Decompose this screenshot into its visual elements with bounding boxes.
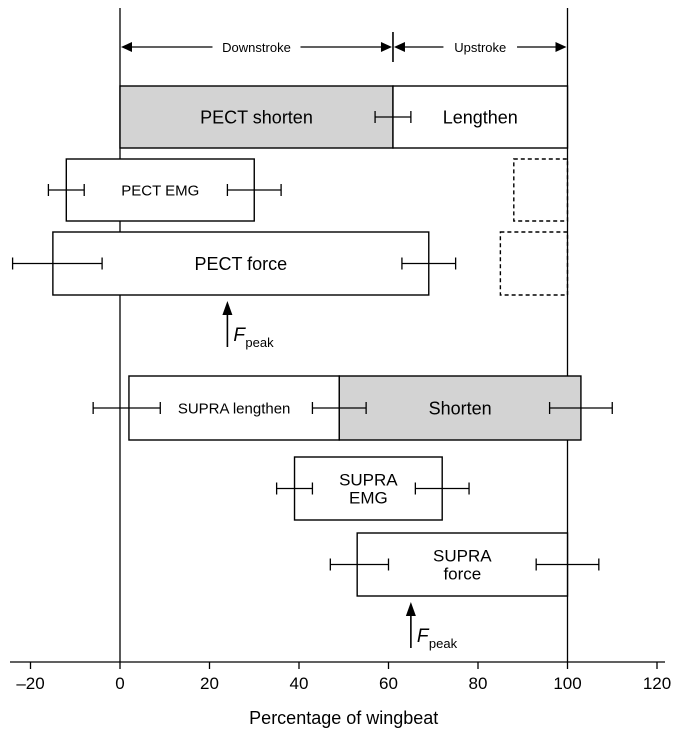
downstroke-label-arrowhead-right — [380, 42, 392, 52]
downstroke-label: Downstroke — [222, 40, 291, 55]
fpeak-supra-arrowhead — [405, 602, 416, 616]
x-tick-label: 40 — [290, 674, 309, 693]
x-tick-label: 80 — [469, 674, 488, 693]
x-tick-label: 120 — [643, 674, 671, 693]
fpeak-pect-symbol: F — [233, 325, 246, 346]
supra-force-bar — [356, 532, 569, 597]
pect-force-bar — [52, 231, 430, 296]
pect-force-second-dashed-box — [499, 231, 569, 296]
upstroke-label: Upstroke — [454, 40, 506, 55]
upstroke-label-arrowhead-left — [393, 42, 405, 52]
bars: PECT shorten Lengthen PECT EMG PECT force SU… — [52, 85, 582, 597]
x-axis-title: Percentage of wingbeat — [249, 708, 438, 728]
pect-emg-bar — [65, 158, 255, 222]
supra-shorten-label: Shorten — [429, 398, 492, 418]
supra-force-label: SUPRA — [433, 547, 492, 566]
x-tick-label: 0 — [115, 674, 124, 693]
x-tick-label: 20 — [200, 674, 219, 693]
supra-lengthen-label: SUPRA lengthen — [178, 400, 291, 417]
supra-emg-label: EMG — [349, 489, 388, 508]
fpeak-supra-subscript: peak — [429, 636, 458, 651]
supra-shorten-bar — [338, 375, 582, 441]
pect-emg-label: PECT EMG — [121, 182, 199, 199]
pect-force-label: PECT force — [194, 254, 287, 274]
pect-lengthen-bar — [392, 85, 569, 149]
pect-shorten-label: PECT shorten — [200, 107, 313, 127]
supra-force-label: force — [443, 565, 481, 584]
fpeak-pect-arrowhead — [222, 301, 233, 315]
supra-emg-label: SUPRA — [339, 471, 398, 490]
downstroke-label-arrowhead-left — [121, 42, 132, 52]
pect-emg-second-dashed-box — [513, 158, 569, 222]
pect-lengthen-label: Lengthen — [443, 107, 518, 127]
error-bars — [11, 111, 613, 571]
fpeak-pect-subscript: peak — [245, 335, 274, 350]
supra-lengthen-bar — [128, 375, 340, 441]
x-tick-label: 100 — [553, 674, 581, 693]
fpeak-supra-symbol: F — [417, 626, 430, 647]
dashed-boxes — [499, 158, 569, 296]
x-tick-label: 60 — [379, 674, 398, 693]
phase-labels: Downstroke Upstroke — [121, 40, 567, 55]
x-axis: –20 0 20 40 60 80 100 120 — [10, 661, 671, 693]
upstroke-label-arrowhead-right — [555, 42, 567, 52]
x-tick-label: –20 — [16, 674, 44, 693]
